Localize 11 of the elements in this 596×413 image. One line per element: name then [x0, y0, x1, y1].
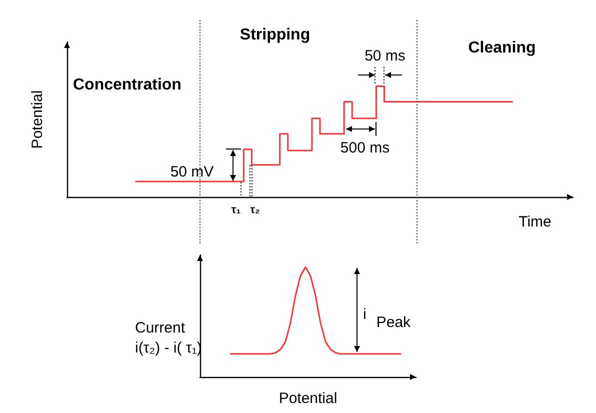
y-axis-title: Potential — [29, 90, 46, 149]
annotation: 50 mV — [170, 164, 214, 180]
annotation: 500 ms — [340, 140, 390, 156]
annotation: Concentration — [73, 76, 182, 94]
text: τ₂ — [250, 204, 260, 216]
x-axis-title: Potential — [278, 390, 338, 407]
text: Stripping — [240, 26, 310, 44]
text: Cleaning — [468, 40, 536, 56]
x-axis-title: Time — [518, 214, 552, 230]
text: 50 ms — [364, 48, 406, 64]
text: τ₁ — [231, 204, 242, 216]
